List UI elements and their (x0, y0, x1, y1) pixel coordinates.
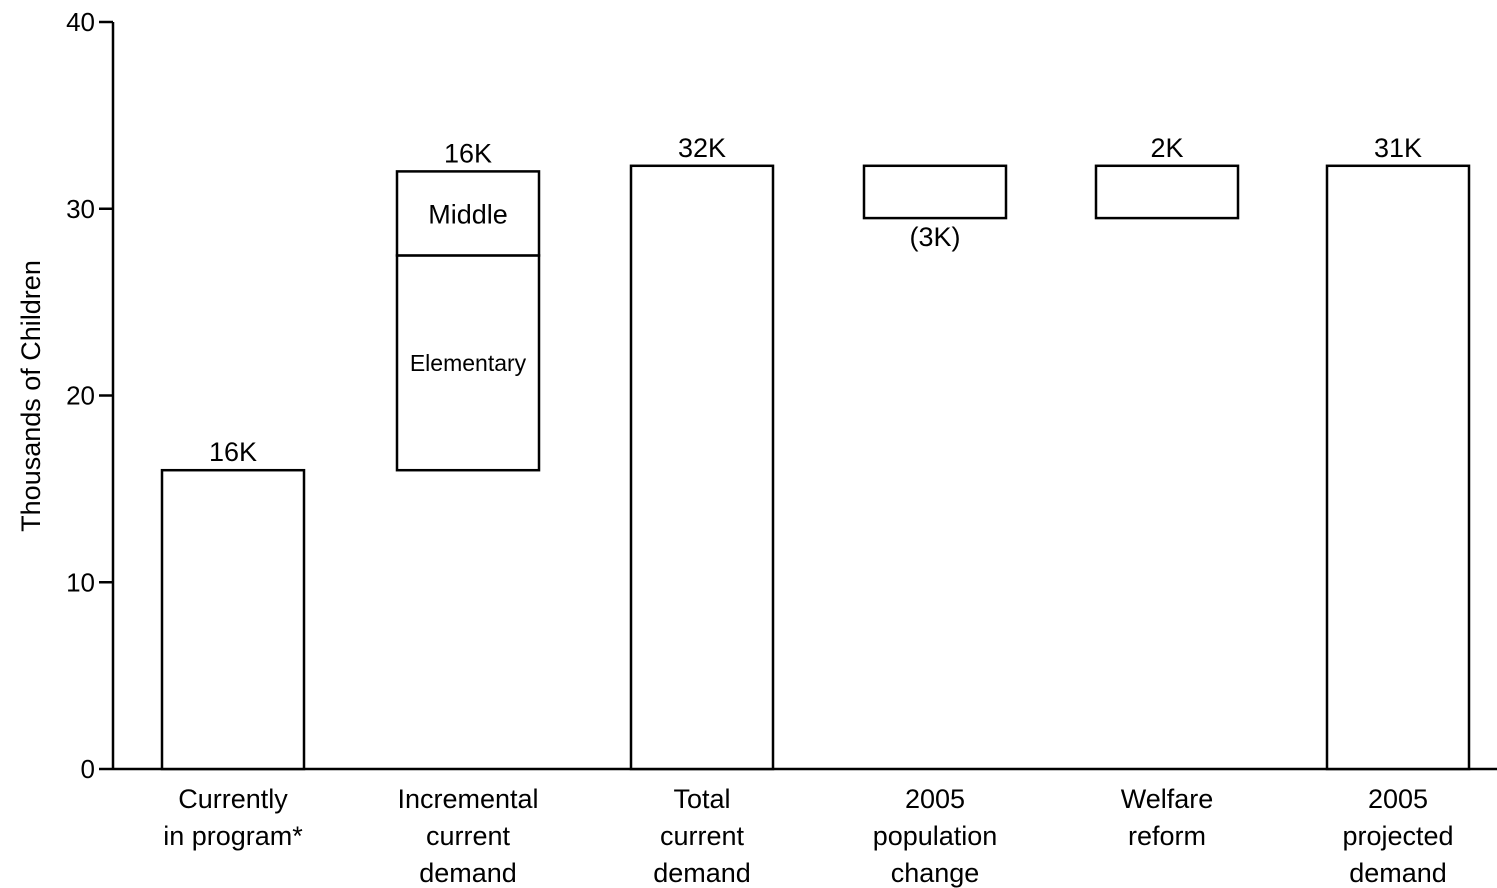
bar-5-segment-0 (1325, 164, 1471, 771)
category-label-3: 2005 population change (873, 784, 998, 888)
category-label-2: Total current demand (653, 784, 751, 888)
category-label-0-line-0: Currently (178, 784, 288, 814)
y-tick-label-1: 10 (66, 567, 95, 597)
category-label-1-line-2: demand (419, 858, 517, 888)
category-label-0: Currently in program* (163, 784, 303, 851)
bar-5-value-label: 31K (1374, 133, 1422, 163)
bar-1-segment-1-label: Middle (428, 199, 508, 229)
bar-4-value-label: 2K (1150, 133, 1183, 163)
bar-1-segment-1 (395, 170, 541, 257)
axes: 0 10 20 30 40 (66, 7, 1497, 784)
category-label-5-line-1: projected (1342, 821, 1453, 851)
category-label-5: 2005 projected demand (1342, 784, 1453, 888)
category-label-4: Welfare reform (1121, 784, 1214, 851)
category-label-2-line-1: current (660, 821, 745, 851)
category-label-5-line-2: demand (1349, 858, 1447, 888)
bar-0-segment-0 (160, 468, 306, 771)
category-label-1: Incremental current demand (397, 784, 538, 888)
bar-3-segment-0 (862, 164, 1008, 220)
category-label-0-line-1: in program* (163, 821, 303, 851)
category-label-4-line-1: reform (1128, 821, 1206, 851)
y-tick-label-2: 20 (66, 381, 95, 411)
bar-2-segment-0 (629, 164, 775, 771)
bar-3-value-label: (3K) (909, 222, 960, 252)
bar-0-value-label: 16K (209, 437, 257, 467)
bar-2-value-label: 32K (678, 133, 726, 163)
category-label-1-line-0: Incremental (397, 784, 538, 814)
category-label-4-line-0: Welfare (1121, 784, 1214, 814)
category-label-1-line-1: current (426, 821, 511, 851)
category-label-2-line-0: Total (673, 784, 730, 814)
category-label-2-line-2: demand (653, 858, 751, 888)
bar-1-value-label: 16K (444, 138, 492, 168)
category-label-3-line-1: population (873, 821, 998, 851)
y-tick-label-4: 40 (66, 7, 95, 37)
category-label-3-line-0: 2005 (905, 784, 965, 814)
y-tick-label-3: 30 (66, 194, 95, 224)
bars (160, 164, 1471, 771)
labels: 16K Currently in program* Elementary Middle 1… (163, 133, 1453, 888)
y-axis-title: Thousands of Children (16, 260, 46, 532)
y-tick-label-0: 0 (81, 754, 95, 784)
bar-1-segment-0-label: Elementary (410, 350, 527, 376)
category-label-3-line-2: change (891, 858, 980, 888)
category-label-5-line-0: 2005 (1368, 784, 1428, 814)
bar-4-segment-0 (1094, 164, 1240, 220)
